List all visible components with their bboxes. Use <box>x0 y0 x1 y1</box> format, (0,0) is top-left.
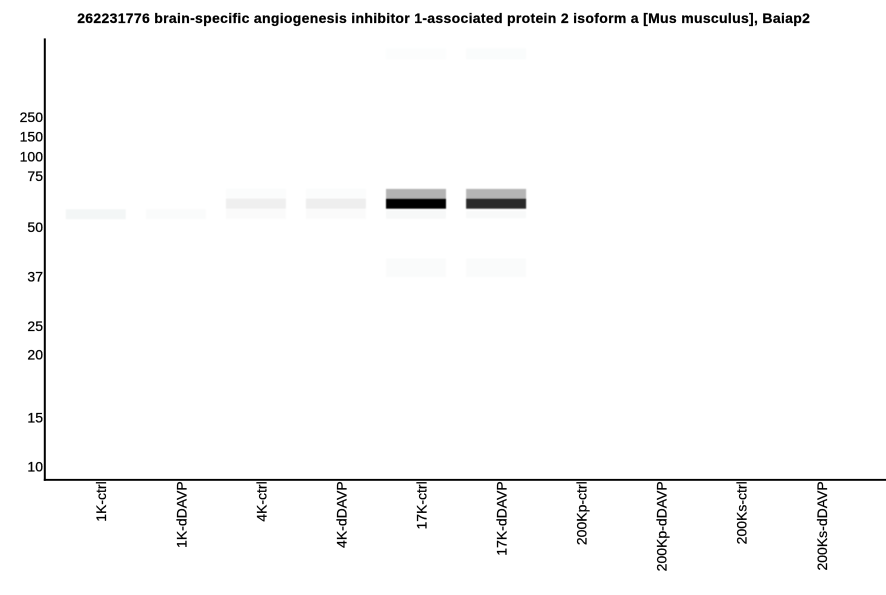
svg-text:200Kp-ctrl: 200Kp-ctrl <box>574 481 590 545</box>
svg-text:4K-dDAVP: 4K-dDAVP <box>333 481 349 548</box>
svg-text:1K-dDAVP: 1K-dDAVP <box>173 481 189 548</box>
svg-text:1K-ctrl: 1K-ctrl <box>93 481 109 521</box>
svg-text:250: 250 <box>20 109 44 125</box>
svg-text:150: 150 <box>20 129 44 145</box>
svg-text:25: 25 <box>27 318 43 334</box>
svg-text:37: 37 <box>27 269 43 285</box>
svg-text:17K-ctrl: 17K-ctrl <box>414 481 430 529</box>
svg-text:262231776 brain-specific angio: 262231776 brain-specific angiogenesis in… <box>77 10 810 26</box>
svg-text:200Ks-ctrl: 200Ks-ctrl <box>734 481 750 544</box>
svg-text:50: 50 <box>27 219 43 235</box>
svg-text:17K-dDAVP: 17K-dDAVP <box>494 481 510 555</box>
svg-text:10: 10 <box>27 459 43 475</box>
svg-text:200Kp-dDAVP: 200Kp-dDAVP <box>654 481 670 571</box>
svg-text:200Ks-dDAVP: 200Ks-dDAVP <box>814 481 830 570</box>
svg-text:4K-ctrl: 4K-ctrl <box>253 481 269 521</box>
svg-text:20: 20 <box>27 347 43 363</box>
svg-text:15: 15 <box>27 409 43 425</box>
svg-text:75: 75 <box>27 168 43 184</box>
svg-text:100: 100 <box>20 149 44 165</box>
